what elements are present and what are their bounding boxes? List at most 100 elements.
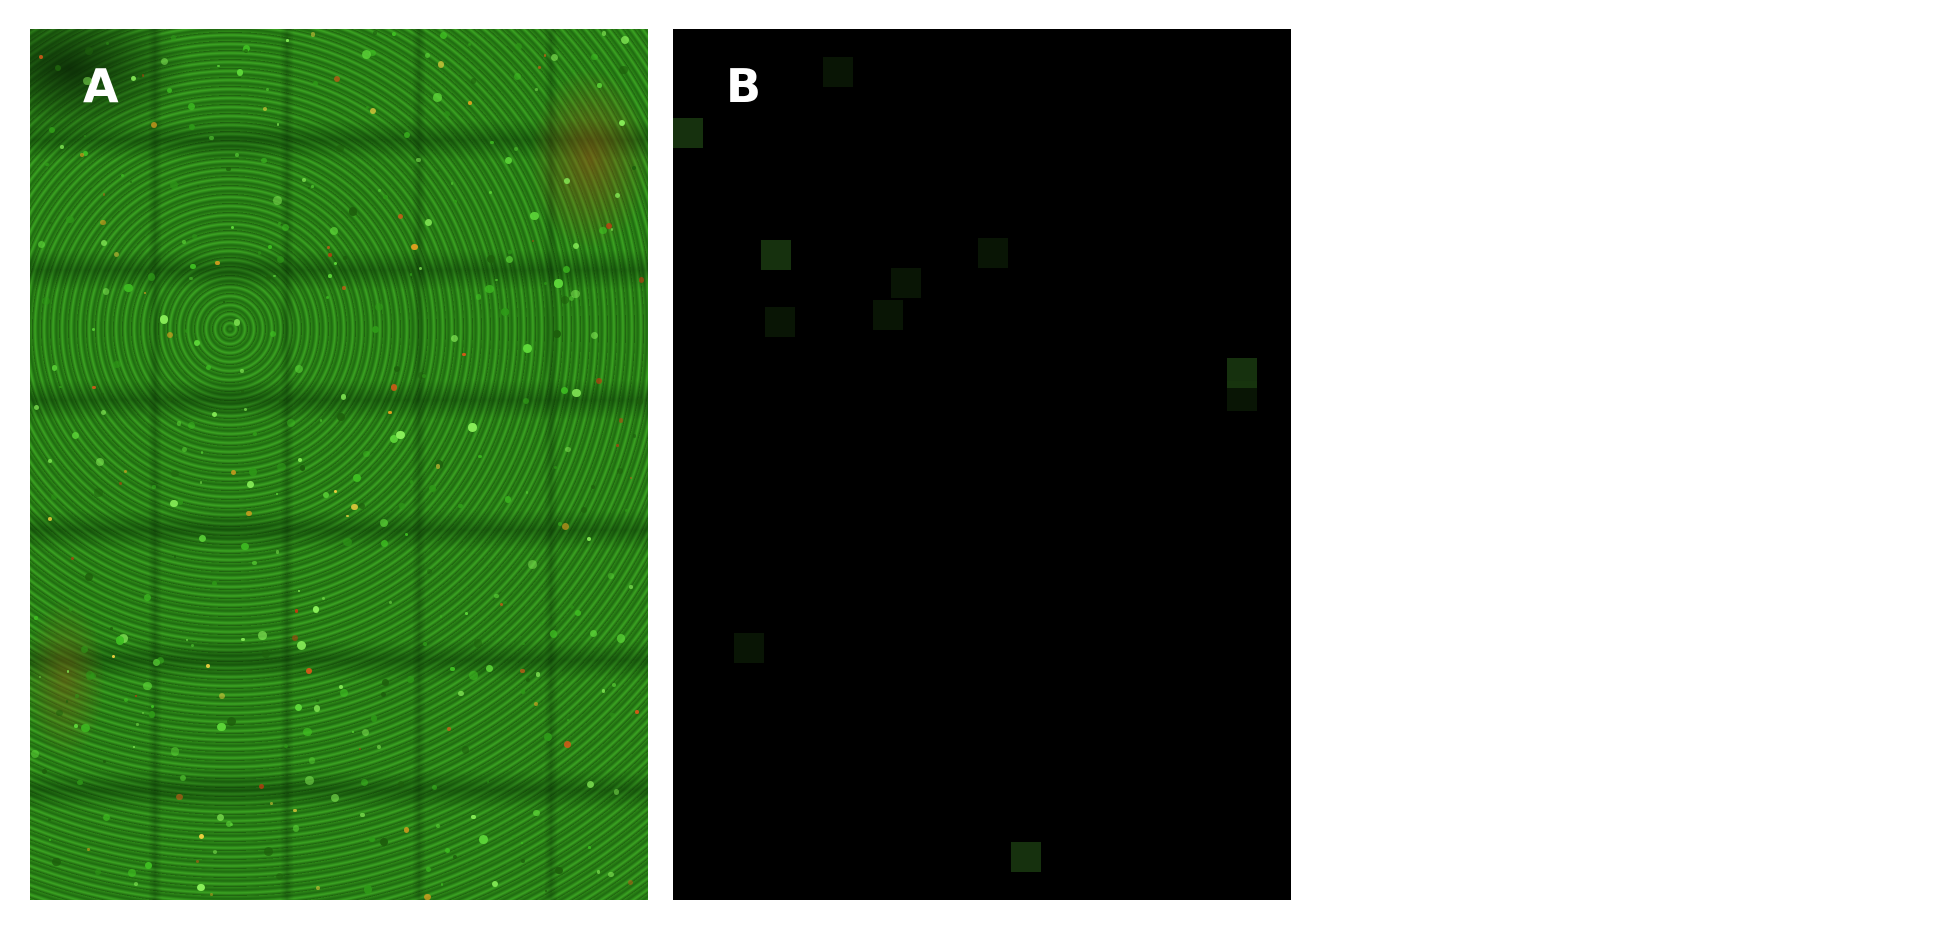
panel-a-image: A (30, 29, 648, 900)
fluorescence-speck (50, 494, 58, 501)
fluorescence-speck (490, 140, 494, 144)
fluorescence-speck (184, 329, 188, 333)
fluorescence-speck (337, 413, 345, 421)
fluorescence-speck (269, 802, 273, 806)
fluorescence-speck (540, 623, 543, 626)
fluorescence-speck (303, 727, 312, 737)
fluorescence-speck (171, 469, 179, 477)
fluorescence-speck (530, 211, 539, 221)
fluorescence-speck (191, 233, 197, 239)
fluorescence-speck (156, 656, 164, 664)
fluorescence-speck (432, 785, 438, 790)
fluorescence-speck (323, 492, 330, 499)
fluorescence-speck (339, 688, 349, 698)
fluorescence-speck (611, 683, 616, 688)
fluorescence-speck (269, 330, 276, 337)
fluorescence-speck (206, 365, 212, 371)
fluorescence-speck (211, 411, 218, 418)
fluorescence-speck (56, 710, 63, 717)
fluorescence-speck (118, 481, 123, 486)
fluorescence-speck (425, 52, 431, 58)
fluorescence-speck (380, 519, 389, 528)
fluorescence-speck (196, 859, 200, 863)
fluorescence-speck (325, 296, 329, 300)
fluorescence-speck (209, 135, 214, 141)
fluorescence-speck (321, 596, 325, 600)
fluorescence-speck (501, 308, 509, 316)
fluorescence-speck (170, 747, 179, 756)
fluorescence-speck (275, 492, 278, 495)
fluorescence-speck (272, 196, 282, 205)
fluorescence-speck (504, 496, 512, 503)
fluorescence-speck (316, 699, 319, 703)
fluorescence-speck (141, 711, 144, 714)
fluorescence-speck (205, 663, 211, 668)
fluorescence-speck (115, 636, 125, 645)
fluorescence-speck (212, 849, 218, 855)
fluorescence-speck (284, 743, 289, 748)
fluorescence-speck (312, 80, 319, 87)
fluorescence-speck (396, 430, 405, 440)
fluorescence-speck (613, 789, 620, 795)
fluorescence-speck (123, 470, 127, 474)
fluorescence-speck (607, 871, 614, 878)
fluorescence-speck (499, 602, 503, 606)
fluorescence-speck (95, 458, 104, 467)
fluorescence-speck (179, 774, 187, 782)
fluorescence-speck (543, 54, 546, 57)
fluorescence-speck (310, 32, 316, 37)
fluorescence-speck (333, 262, 337, 266)
fluorescence-speck (84, 46, 93, 55)
fluorescence-speck (374, 303, 383, 312)
fluorescence-speck (198, 833, 205, 840)
fluorescence-speck (433, 93, 442, 102)
fluorescence-speck (258, 784, 264, 789)
fluorescence-speck (193, 339, 201, 347)
fluorescence-speck (266, 88, 270, 92)
fluorescence-speck (368, 836, 375, 843)
fluorescence-speck (591, 53, 598, 61)
fluorescence-speck (160, 58, 168, 66)
fluorescence-speck (489, 191, 493, 195)
fluorescence-speck (48, 818, 51, 822)
fluorescence-speck (398, 781, 405, 788)
fluorescence-speck (464, 611, 468, 615)
fluorescence-speck (397, 214, 403, 220)
fluorescence-speck (363, 450, 370, 458)
fluorescence-speck (535, 671, 541, 677)
fluorescence-speck (513, 147, 518, 152)
fluorescence-speck (177, 499, 183, 505)
fluorescence-speck (110, 627, 113, 631)
fluorescence-speck (141, 73, 145, 77)
fluorescence-speck (73, 724, 78, 729)
fluorescence-speck (313, 705, 321, 712)
fluorescence-speck (373, 31, 378, 36)
fluorescence-speck (580, 507, 587, 514)
fluorescence-speck (619, 65, 629, 75)
fluorescence-speck (417, 371, 425, 379)
fluorescence-speck (369, 49, 376, 57)
fluorescence-speck (286, 419, 295, 427)
fluorescence-speck (629, 585, 633, 589)
panel-b-label: B (726, 59, 762, 113)
fluorescence-speck (328, 253, 332, 257)
fluorescence-speck (526, 491, 529, 494)
fluorescence-speck (41, 296, 51, 306)
fluorescence-speck (49, 126, 56, 134)
fluorescence-speck (453, 854, 458, 859)
fluorescence-speck (563, 741, 571, 748)
fluorescence-speck (292, 635, 299, 642)
fluorescence-speck (503, 600, 507, 605)
fluorescence-speck (171, 35, 177, 41)
panel-b-image: B (673, 29, 1291, 900)
fluorescence-speck (473, 639, 483, 648)
fluorescence-speck (608, 573, 614, 579)
fluorescence-speck (144, 593, 152, 601)
fluorescence-speck (201, 451, 204, 454)
fluorescence-speck (59, 385, 62, 389)
fluorescence-speck (166, 87, 172, 93)
fluorescence-speck (70, 556, 75, 561)
fluorescence-speck (528, 560, 538, 570)
fluorescence-speck (240, 369, 245, 374)
fluorescence-speck (276, 872, 284, 880)
